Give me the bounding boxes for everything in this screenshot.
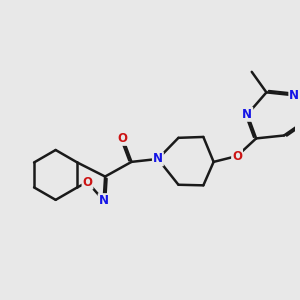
Text: N: N [242, 108, 252, 121]
Text: O: O [118, 132, 128, 145]
Text: O: O [232, 149, 242, 163]
Text: N: N [153, 152, 163, 165]
Text: N: N [289, 89, 299, 102]
Text: N: N [99, 194, 109, 207]
Text: O: O [82, 176, 92, 189]
